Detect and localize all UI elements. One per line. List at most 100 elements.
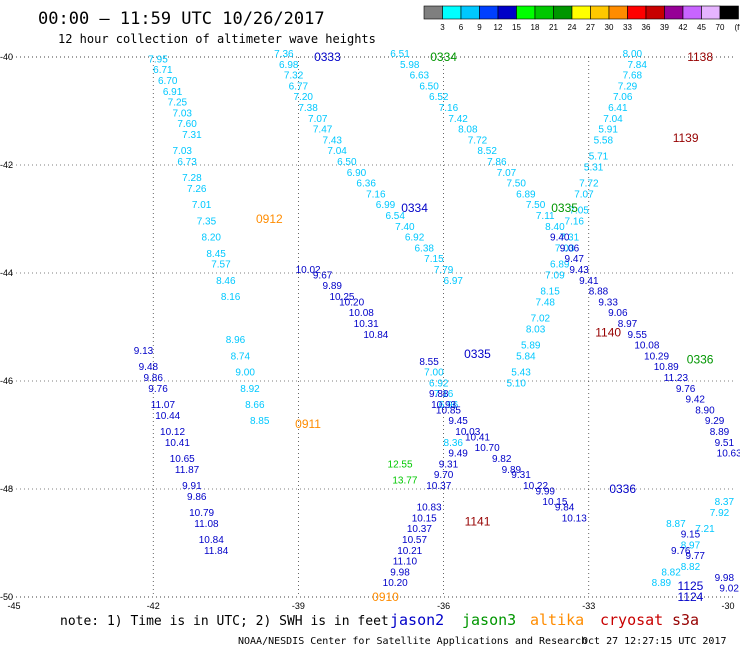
colorbar-swatch — [442, 5, 462, 20]
wave-height-label: 7.07 — [497, 168, 517, 179]
wave-height-label: 7.31 — [560, 233, 580, 244]
wave-height-label: 8.52 — [477, 146, 497, 157]
wave-height-label: 9.00 — [235, 368, 255, 379]
colorbar-label: 18 — [531, 23, 540, 32]
wave-height-label: 8.89 — [652, 578, 672, 589]
footer-timestamp: Oct 27 12:27:15 UTC 2017 — [582, 636, 727, 647]
wave-height-label: 7.29 — [618, 81, 638, 92]
wave-height-point: 11.87 — [175, 465, 200, 476]
wave-height-label: 8.66 — [245, 400, 265, 411]
y-tick-label: -42 — [0, 160, 13, 170]
wave-height-label: 8.90 — [695, 405, 715, 416]
x-tick-label: -42 — [147, 601, 160, 611]
wave-height-label: 6.70 — [158, 76, 178, 87]
wave-height-label: 5.98 — [400, 60, 420, 71]
wave-height-point: 11.08 — [194, 519, 219, 530]
wave-height-point: 9.89 — [323, 281, 343, 292]
wave-height-point: 10.20 — [339, 297, 364, 308]
wave-height-point: 10.22 — [523, 481, 548, 492]
colorbar-swatch — [682, 5, 702, 20]
colorbar-swatch — [497, 5, 517, 20]
y-tick-label: -40 — [0, 52, 13, 62]
wave-height-label: 6.98 — [279, 60, 299, 71]
colorbar-swatch — [664, 5, 684, 20]
wave-height-point: 10.13 — [562, 513, 587, 524]
wave-height-label: 8.03 — [526, 324, 546, 335]
wave-height-label: 6.77 — [289, 81, 309, 92]
wave-height-label: 7.68 — [623, 71, 643, 82]
wave-height-label: 7.35 — [197, 216, 217, 227]
wave-height-point: 12.55 — [388, 459, 413, 470]
wave-height-point: 9.67 — [313, 270, 333, 281]
wave-height-label: 7.16 — [434, 389, 454, 400]
wave-height-label: 7.72 — [468, 135, 488, 146]
wave-height-label: 7.01 — [192, 200, 212, 211]
wave-height-label: 8.89 — [710, 427, 730, 438]
colorbar-swatch — [701, 5, 721, 20]
wave-height-label: 7.07 — [308, 114, 328, 125]
pass-time-label: 1138 — [687, 50, 713, 64]
wave-height-point: 9.82 — [492, 454, 512, 465]
x-tick-label: -39 — [292, 601, 305, 611]
wave-height-label: 7.50 — [526, 200, 546, 211]
wave-height-label: 7.43 — [323, 135, 343, 146]
wave-height-label: 8.74 — [231, 351, 251, 362]
wave-height-point: 10.65 — [170, 454, 195, 465]
colorbar-label: 36 — [642, 23, 651, 32]
colorbar-unit: (ft) — [735, 23, 740, 32]
y-tick-label: -44 — [0, 268, 13, 278]
wave-height-label: 7.16 — [439, 103, 459, 114]
wave-height-label: 6.50 — [337, 157, 357, 168]
wave-height-point: 10.25 — [329, 292, 354, 303]
wave-height-label: 7.92 — [710, 508, 730, 519]
wave-height-label: 6.51 — [390, 49, 410, 60]
wave-height-label: 10.15 — [412, 513, 437, 524]
colorbar-swatch — [645, 5, 665, 20]
wave-height-label: 7.38 — [298, 103, 318, 114]
wave-height-label: 5.58 — [594, 135, 614, 146]
wave-height-label: 9.06 — [608, 308, 628, 319]
wave-height-label: 8.88 — [589, 287, 609, 298]
wave-height-point: 9.86 — [187, 492, 207, 503]
colorbar-label: 45 — [697, 23, 706, 32]
wave-height-point: 10.84 — [199, 535, 224, 546]
wave-height-label: 7.03 — [555, 243, 575, 254]
satellite-legend-item: jason2 — [390, 611, 444, 629]
wave-height-point: 10.02 — [296, 265, 321, 276]
wave-height-label: 9.98 — [390, 567, 410, 578]
pass-time-label: 0333 — [314, 50, 341, 64]
wave-height-label: 9.33 — [598, 297, 618, 308]
colorbar-swatch — [516, 5, 536, 20]
x-tick-label: -45 — [7, 601, 20, 611]
wave-height-point: 9.13 — [134, 346, 154, 357]
wave-height-point: 10.03 — [455, 427, 480, 438]
wave-height-label: 7.40 — [395, 222, 415, 233]
x-tick-label: -30 — [721, 601, 734, 611]
pass-time-label: 0336 — [609, 482, 636, 496]
wave-height-label: 8.20 — [202, 233, 222, 244]
wave-height-label: 7.20 — [294, 92, 314, 103]
wave-height-label: 6.91 — [163, 87, 183, 98]
wave-height-label: 9.31 — [439, 459, 459, 470]
wave-height-point: 11.84 — [204, 546, 229, 557]
colorbar-swatch — [534, 5, 554, 20]
footer-note: note: 1) Time is in UTC; 2) SWH is in fe… — [60, 614, 389, 629]
pass-time-label: 1139 — [673, 131, 699, 145]
wave-height-point: 10.41 — [465, 432, 490, 443]
pass-time-label: 0910 — [372, 590, 399, 604]
wave-height-point: 11.07 — [151, 400, 176, 411]
wave-height-label: 7.04 — [603, 114, 623, 125]
wave-height-label: 9.06 — [560, 243, 580, 254]
wave-height-point: 9.31 — [511, 470, 531, 481]
pass-time-label: 0335 — [551, 201, 578, 215]
wave-height-label: 9.76 — [676, 384, 696, 395]
wave-height-label: 10.37 — [426, 481, 451, 492]
wave-height-label: 6.52 — [429, 92, 449, 103]
pass-time-label: 0335 — [464, 347, 491, 361]
x-tick-label: -36 — [437, 601, 450, 611]
wave-height-label: 5.31 — [584, 162, 604, 173]
wave-height-point: 10.08 — [349, 308, 374, 319]
wave-height-label: 7.32 — [284, 71, 304, 82]
wave-height-point: 9.99 — [536, 486, 556, 497]
wave-height-point: 9.86 — [143, 373, 163, 384]
